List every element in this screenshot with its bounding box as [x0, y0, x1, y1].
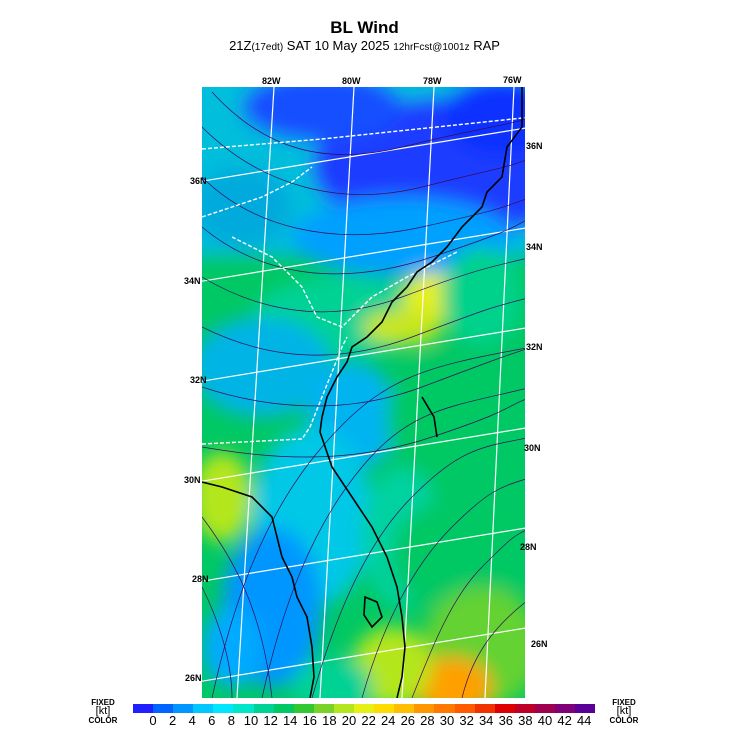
color-scale-tick-label: 32	[459, 713, 474, 728]
color-scale-tick-label: 12	[263, 713, 278, 728]
color-swatch	[273, 704, 294, 713]
color-scale-tick-label: 34	[478, 713, 494, 728]
legend-left-unit: [kt]	[95, 705, 111, 717]
color-swatch	[494, 704, 515, 713]
legend-left-color: COLOR	[88, 716, 118, 725]
subtitle-time: 21Z	[229, 38, 252, 53]
subtitle-forecast: 12hrFcst@1001z	[393, 42, 470, 53]
color-swatch	[153, 704, 174, 713]
color-swatch	[534, 704, 555, 713]
color-scale-tick-label: 2	[168, 713, 177, 728]
subtitle-date: SAT 10 May 2025	[286, 38, 390, 53]
color-swatch	[313, 704, 334, 713]
color-scale-tick-label: 44	[576, 713, 592, 728]
legend-left-fixed: FIXED	[91, 698, 115, 707]
lon-label-82w: 82W	[262, 76, 281, 86]
subtitle-model: RAP	[473, 38, 500, 53]
lat-label-right-28n: 28N	[520, 542, 537, 552]
legend-right-color: COLOR	[609, 716, 639, 725]
color-scale-tick-label: 6	[208, 713, 216, 728]
color-swatch	[293, 704, 314, 713]
color-scale-tick-label: 36	[498, 713, 514, 728]
color-swatch	[374, 704, 395, 713]
color-scale-tick-label: 30	[439, 713, 455, 728]
color-scale-tick-label: 42	[557, 713, 572, 728]
color-swatch	[193, 704, 214, 713]
wind-speed-field	[202, 87, 525, 698]
lat-label-left-36n: 36N	[190, 176, 207, 186]
chart-subtitle: 21Z(17edt) SAT 10 May 2025 12hrFcst@1001…	[0, 38, 729, 53]
color-swatch	[333, 704, 355, 713]
wind-streamlines	[202, 91, 525, 698]
color-swatch	[434, 704, 455, 713]
color-scale-tick-label: 22	[361, 713, 376, 728]
coastline	[202, 87, 523, 698]
legend-left-caption: FIXED [kt] COLOR	[84, 698, 122, 725]
color-swatch	[514, 704, 535, 713]
color-scale-tick-label: 18	[322, 713, 337, 728]
lon-label-78w: 78W	[423, 76, 442, 86]
lat-label-left-28n: 28N	[192, 574, 209, 584]
color-swatch	[394, 704, 415, 713]
legend-right-caption: FIXED [kt] COLOR	[605, 698, 643, 725]
subtitle-local-time: (17edt)	[251, 42, 284, 53]
color-swatch	[354, 704, 375, 713]
lon-label-80w: 80W	[342, 76, 361, 86]
legend-right-unit: [kt]	[616, 705, 632, 717]
color-scale-tick-label: 14	[282, 713, 298, 728]
chart-title: BL Wind	[330, 18, 399, 37]
color-scale-tick-label: 4	[188, 713, 196, 728]
color-scale-tick-label: 16	[302, 713, 318, 728]
state-borders	[202, 117, 525, 445]
color-scale-tick-label: 20	[341, 713, 357, 728]
color-scale-tick-label: 0	[149, 713, 157, 728]
lon-label-76w: 76W	[503, 75, 522, 85]
color-swatch	[233, 704, 254, 713]
lat-label-right-36n: 36N	[526, 141, 543, 151]
color-scale-tick-label: 10	[243, 713, 259, 728]
color-swatch	[133, 704, 154, 713]
lat-label-left-30n: 30N	[184, 475, 201, 485]
color-scale-tick-label: 8	[227, 713, 235, 728]
color-swatch	[173, 704, 194, 713]
color-scale-tick-label: 38	[518, 713, 533, 728]
color-scale-tick-label: 26	[400, 713, 416, 728]
lat-label-right-32n: 32N	[526, 342, 543, 352]
lat-label-left-26n: 26N	[185, 673, 202, 683]
lat-label-right-30n: 30N	[524, 443, 541, 453]
color-swatch	[213, 704, 234, 713]
wind-map	[202, 87, 525, 698]
lat-label-right-34n: 34N	[526, 242, 543, 252]
color-swatch	[414, 704, 435, 713]
color-scale-tick-label: 28	[420, 713, 435, 728]
lat-label-left-32n: 32N	[190, 375, 207, 385]
color-scale-tick-label: 40	[537, 713, 553, 728]
color-scale-bar	[133, 704, 596, 713]
color-swatch	[253, 704, 274, 713]
lat-lon-grid	[202, 87, 525, 698]
color-swatch	[575, 704, 596, 713]
lat-label-left-34n: 34N	[184, 276, 201, 286]
color-swatch	[474, 704, 495, 713]
color-swatch	[454, 704, 475, 713]
legend-right-fixed: FIXED	[612, 698, 636, 707]
color-swatch	[554, 704, 576, 713]
lat-label-right-26n: 26N	[531, 639, 548, 649]
color-scale-tick-label: 24	[380, 713, 396, 728]
